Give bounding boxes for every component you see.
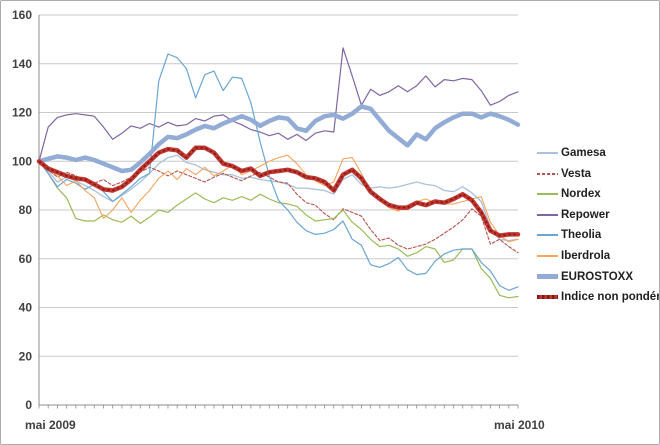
y-tick-label-60: 60 [19, 252, 33, 266]
y-tick-label-0: 0 [25, 398, 32, 412]
y-tick-label-40: 40 [19, 301, 33, 315]
series-line-eurostoxx [36, 104, 521, 174]
series-line-vesta [38, 160, 519, 254]
series-line-repower [38, 47, 519, 162]
y-tick-label-120: 120 [12, 106, 32, 120]
series-line-theolia [38, 53, 519, 291]
series-line-gamesa [38, 154, 519, 242]
series-line-indice-non-ponde-re-dash-overlay [38, 147, 518, 237]
y-tick-label-140: 140 [12, 57, 32, 71]
x-axis-end-label: mai 2010 [494, 418, 545, 432]
y-tick-label-20: 20 [19, 349, 33, 363]
y-tick-label-160: 160 [12, 8, 32, 22]
series-line-nordex [38, 160, 519, 299]
y-tick-label-80: 80 [19, 203, 33, 217]
y-tick-label-100: 100 [12, 154, 32, 168]
x-axis-start-label: mai 2009 [25, 418, 76, 432]
